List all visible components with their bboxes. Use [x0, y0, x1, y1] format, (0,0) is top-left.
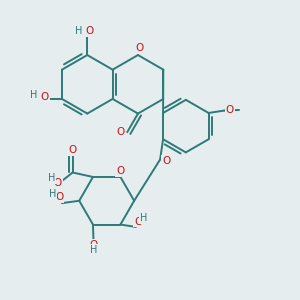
- Text: O: O: [56, 192, 64, 202]
- Text: O: O: [40, 92, 49, 101]
- Text: H: H: [90, 245, 97, 255]
- Text: H: H: [49, 189, 57, 199]
- Text: O: O: [134, 217, 142, 226]
- Text: O: O: [116, 127, 125, 137]
- Text: O: O: [116, 166, 124, 176]
- Text: O: O: [68, 145, 77, 155]
- Text: H: H: [75, 26, 82, 36]
- Text: H: H: [140, 213, 147, 223]
- Text: H: H: [48, 173, 56, 184]
- Text: O: O: [162, 156, 170, 166]
- Text: O: O: [135, 44, 144, 53]
- Text: O: O: [226, 105, 234, 115]
- Text: O: O: [89, 240, 98, 250]
- Text: H: H: [31, 90, 38, 100]
- Text: O: O: [54, 178, 62, 188]
- Text: O: O: [85, 26, 94, 36]
